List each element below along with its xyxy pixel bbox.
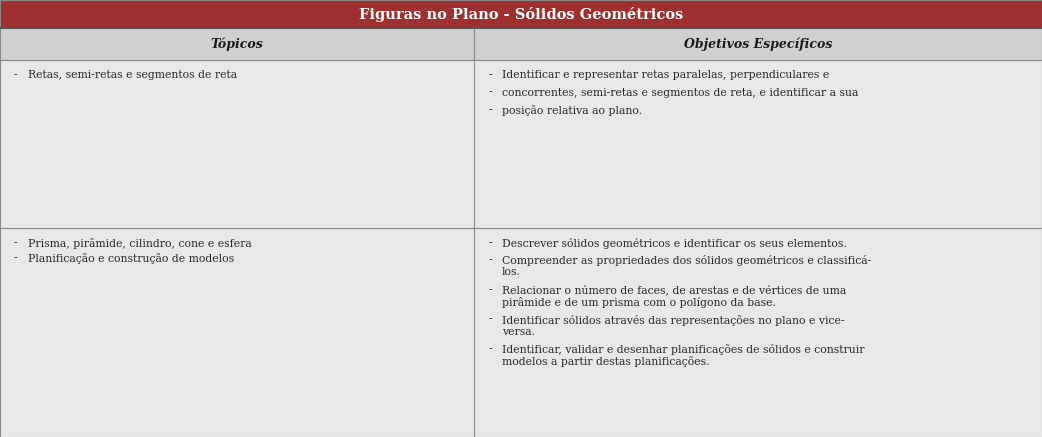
Text: los.: los. — [502, 267, 521, 277]
Text: Compreender as propriedades dos sólidos geométricos e classificá-: Compreender as propriedades dos sólidos … — [502, 255, 871, 266]
Text: -: - — [488, 238, 492, 248]
Text: -: - — [14, 253, 18, 264]
Text: modelos a partir destas planificações.: modelos a partir destas planificações. — [502, 356, 710, 367]
Bar — [0, 60, 1042, 437]
Text: concorrentes, semi-retas e segmentos de reta, e identificar a sua: concorrentes, semi-retas e segmentos de … — [502, 87, 859, 97]
Text: Objetivos Específicos: Objetivos Específicos — [684, 37, 833, 51]
Text: Prisma, pirâmide, cilindro, cone e esfera: Prisma, pirâmide, cilindro, cone e esfer… — [28, 238, 252, 249]
Bar — [0, 0, 1042, 28]
Text: Descrever sólidos geométricos e identificar os seus elementos.: Descrever sólidos geométricos e identifi… — [502, 238, 847, 249]
Text: -: - — [488, 344, 492, 354]
Text: -: - — [488, 315, 492, 325]
Text: Identificar sólidos através das representações no plano e vice-: Identificar sólidos através das represen… — [502, 315, 845, 326]
Text: Planificação e construção de modelos: Planificação e construção de modelos — [28, 253, 234, 264]
Text: -: - — [14, 70, 18, 80]
Text: Relacionar o número de faces, de arestas e de vértices de uma: Relacionar o número de faces, de arestas… — [502, 285, 846, 296]
Text: Retas, semi-retas e segmentos de reta: Retas, semi-retas e segmentos de reta — [28, 70, 238, 80]
Text: -: - — [488, 105, 492, 115]
Text: Identificar, validar e desenhar planificações de sólidos e construir: Identificar, validar e desenhar planific… — [502, 344, 865, 355]
Text: Figuras no Plano - Sólidos Geométricos: Figuras no Plano - Sólidos Geométricos — [358, 7, 684, 21]
Text: Identificar e representar retas paralelas, perpendiculares e: Identificar e representar retas paralela… — [502, 70, 829, 80]
Text: -: - — [488, 255, 492, 265]
Text: -: - — [14, 238, 18, 248]
Text: -: - — [488, 285, 492, 295]
Text: pirâmide e de um prisma com o polígono da base.: pirâmide e de um prisma com o polígono d… — [502, 297, 776, 308]
Text: Tópicos: Tópicos — [210, 37, 264, 51]
Text: posição relativa ao plano.: posição relativa ao plano. — [502, 105, 642, 116]
Text: -: - — [488, 87, 492, 97]
Bar — [0, 28, 1042, 60]
Text: -: - — [488, 70, 492, 80]
Text: versa.: versa. — [502, 326, 536, 336]
